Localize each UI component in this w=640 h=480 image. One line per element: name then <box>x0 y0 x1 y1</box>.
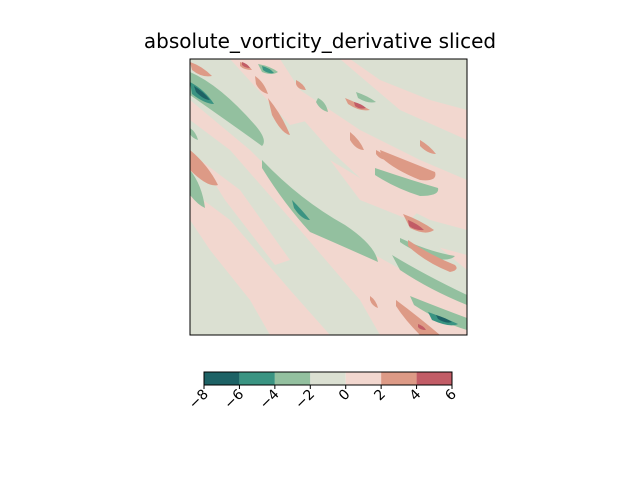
contour-band-neg-strong <box>262 66 274 74</box>
contour-band-pos-light <box>230 59 310 125</box>
contour-band-neg-medium <box>392 255 467 305</box>
contour-band-pos-light <box>330 160 420 220</box>
contour-band-pos-medium <box>396 300 440 335</box>
colorbar <box>203 371 453 386</box>
contour-band-pos-strong <box>418 324 426 330</box>
contour-band-neg-medium <box>262 160 378 262</box>
colorbar-tick-label: 4 <box>407 386 425 404</box>
contour-band-neg-deep <box>436 315 452 323</box>
colorbar-tick-label: 6 <box>442 386 460 404</box>
contour-band-pos-strong <box>408 220 424 231</box>
contour-band-pos-medium <box>350 132 364 150</box>
contour-band-neg-medium <box>400 238 455 260</box>
contour-band-pos-medium <box>190 150 218 186</box>
contour-band-pos-medium <box>420 140 436 154</box>
contour-band-neutral <box>350 59 467 110</box>
colorbar-ticks: −8 −6 −4 −2 0 2 4 6 <box>186 385 460 412</box>
contour-band-neutral <box>190 220 270 335</box>
contour-band-pos-medium <box>376 150 388 160</box>
colorbar-segment <box>310 372 346 385</box>
plot-frame <box>189 58 468 336</box>
contour-band-pos-strong <box>242 62 250 68</box>
contour-band-pos-strong <box>354 102 366 109</box>
colorbar-tick-label: 0 <box>336 387 354 405</box>
contour-band-neg-strong <box>292 200 310 220</box>
colorbar-segment <box>381 372 417 385</box>
colorbar-segment <box>416 372 452 385</box>
contour-band-pos-medium <box>403 214 434 233</box>
contour-band-pos-medium <box>296 80 306 90</box>
contour-band-neutral <box>190 120 380 335</box>
colorbar-frame <box>203 371 453 386</box>
contour-band-neg-medium <box>356 92 376 103</box>
contour-band-pos-medium <box>255 76 268 94</box>
colorbar-tick-label: −6 <box>221 386 247 412</box>
colorbar-segment <box>345 372 382 385</box>
contour-band-neg-medium <box>316 98 328 112</box>
contour-band-pos-light <box>200 160 290 265</box>
contour-field <box>190 59 467 335</box>
contour-band-pos-medium <box>380 150 436 181</box>
contour-band-neg-medium <box>190 128 198 140</box>
contour-band-neg-medium <box>410 296 467 330</box>
contour-band-pos-medium <box>190 62 212 77</box>
colorbar-segment <box>204 372 240 385</box>
contour-band-pos-medium <box>370 296 378 308</box>
contour-band-pos-medium <box>268 98 290 135</box>
contour-band-neg-medium <box>375 168 439 196</box>
colorbar-segment <box>239 372 275 385</box>
colorbar-tick-label: −2 <box>292 387 318 413</box>
colorbar-tick-label: −8 <box>186 387 212 413</box>
contour-band-pos-medium <box>408 240 457 272</box>
chart-title: absolute_vorticity_derivative sliced <box>143 29 497 53</box>
contour-band-neg-medium <box>190 72 264 146</box>
colorbar-tick-label: −4 <box>257 386 283 412</box>
contour-band-neutral <box>280 59 467 180</box>
colorbar-segment <box>274 372 311 385</box>
contour-band-neutral <box>190 59 467 300</box>
colorbar-tick-label: 2 <box>371 387 389 405</box>
contour-band-neg-medium <box>190 170 205 208</box>
contour-band-neg-deep <box>194 86 210 100</box>
